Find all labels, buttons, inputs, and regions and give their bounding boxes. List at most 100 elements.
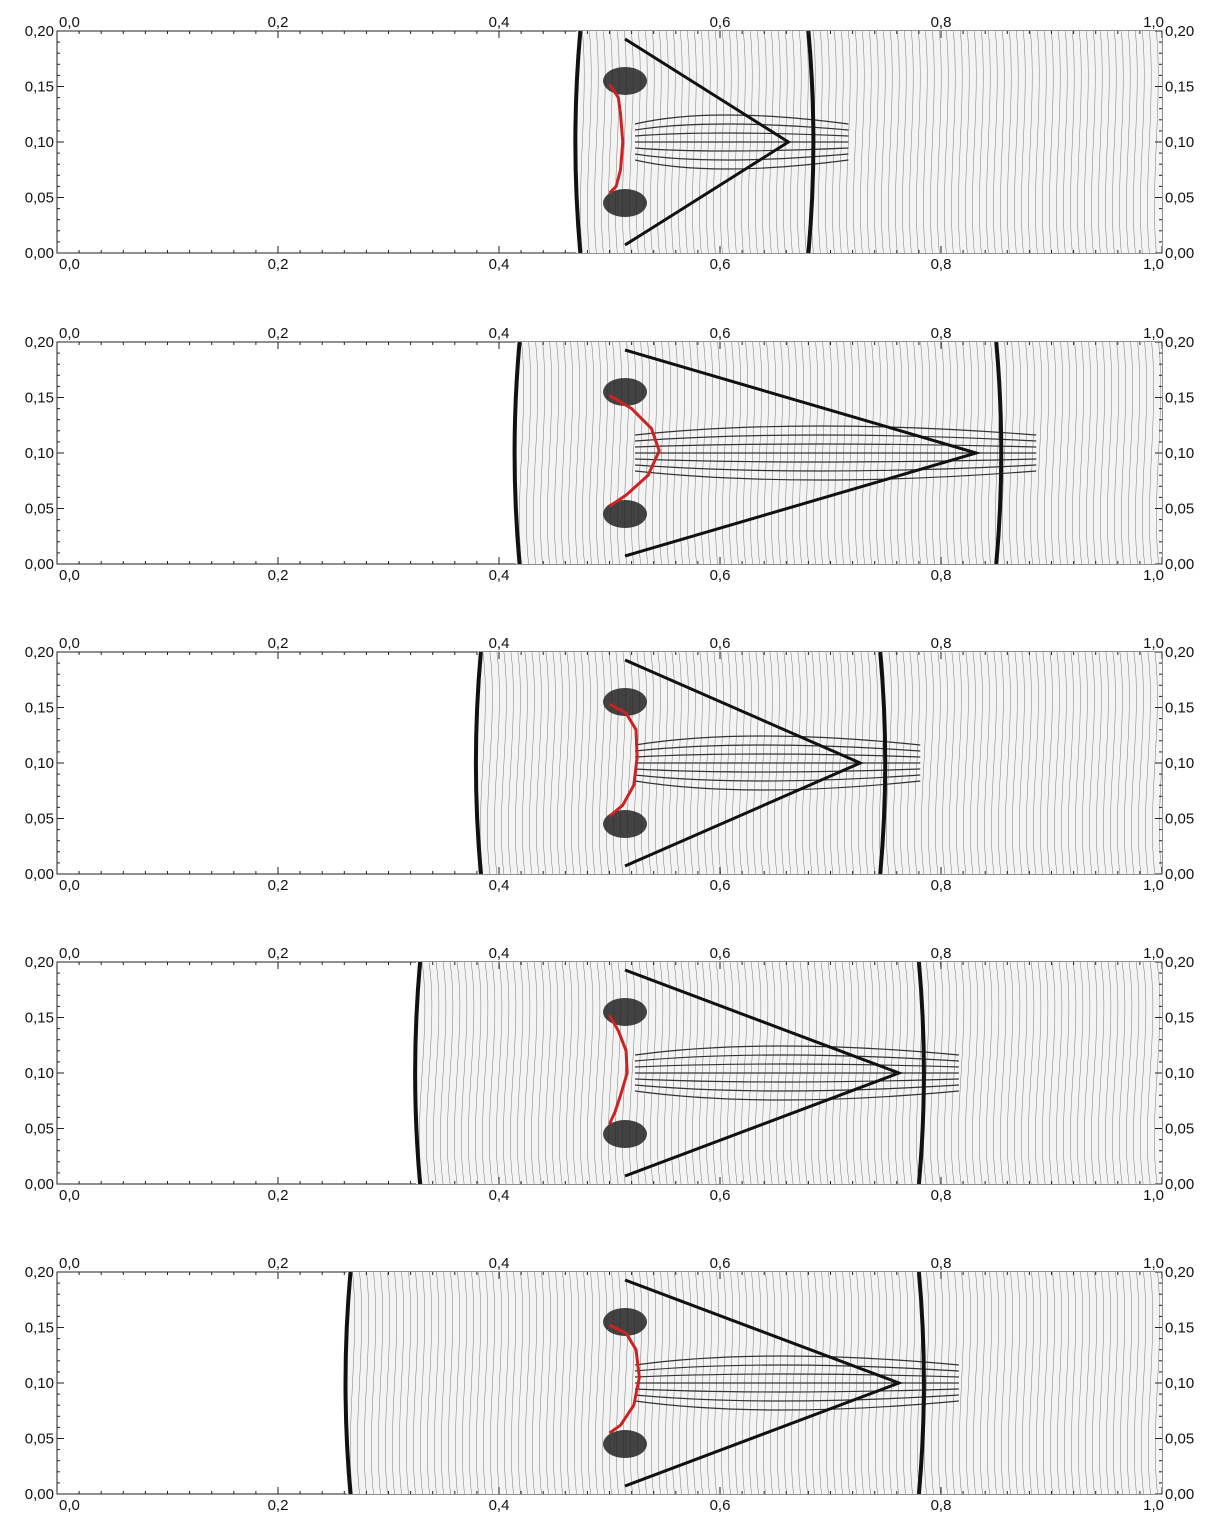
left-shock-front <box>343 1272 353 1494</box>
contour-line <box>622 31 627 253</box>
y-tick-label-right: 0,05 <box>1165 501 1194 518</box>
x-tick-label-top: 0,2 <box>268 635 289 652</box>
y-tick-label-left: 0,05 <box>25 1121 54 1138</box>
contour-line <box>406 1272 411 1494</box>
y-tick-label-left: 0,10 <box>25 1375 54 1392</box>
contour-line <box>949 652 955 874</box>
contour-line <box>1071 1272 1076 1494</box>
contour-line <box>585 652 591 874</box>
contour-line <box>1043 1272 1048 1494</box>
left-shock-front <box>512 342 522 564</box>
contour-line <box>1072 342 1077 564</box>
wake-line <box>634 1394 959 1402</box>
contour-line <box>515 652 521 874</box>
contour-line <box>881 31 886 253</box>
contour-line <box>511 1272 516 1494</box>
reflected-shock <box>624 348 982 558</box>
wake-line <box>634 470 1037 481</box>
x-tick-label-top: 0,0 <box>59 945 80 962</box>
contour-line <box>1022 1272 1027 1494</box>
contour-line <box>557 652 563 874</box>
y-tick-label-right: 0,00 <box>1165 866 1194 883</box>
interface-line <box>608 702 639 818</box>
axis-ticks <box>56 341 1163 565</box>
contour-line <box>364 1272 369 1494</box>
wake-line <box>634 780 921 791</box>
contour-line <box>571 652 577 874</box>
vortex-top <box>603 997 648 1026</box>
contour-line <box>448 1272 453 1494</box>
vortex-top <box>603 377 648 406</box>
x-tick-label-bottom: 0,2 <box>268 256 289 273</box>
contour-line <box>1128 342 1133 564</box>
contour-line <box>582 342 587 564</box>
contour-line <box>1134 1272 1139 1494</box>
contour-line <box>564 652 570 874</box>
x-tick-label-bottom: 0,0 <box>59 567 80 584</box>
contour-line <box>462 1272 467 1494</box>
contour-line <box>888 31 893 253</box>
y-tick-label-left: 0,15 <box>25 700 54 717</box>
x-tick-label-bottom: 0,0 <box>59 256 80 273</box>
vortex-bottom <box>603 1430 648 1459</box>
y-tick-label-left: 0,15 <box>25 1320 54 1337</box>
contour-line <box>973 1272 978 1494</box>
contour-line <box>979 962 986 1184</box>
wake-line <box>634 1084 959 1092</box>
contour-line <box>595 1272 600 1494</box>
contour-line <box>1068 652 1074 874</box>
contour-line <box>853 31 858 253</box>
contour-line <box>531 962 538 1184</box>
contour-line <box>937 31 942 253</box>
contour-line <box>1042 962 1049 1184</box>
contour-line <box>1000 31 1005 253</box>
contour-line <box>1026 652 1032 874</box>
wake-line <box>634 123 849 131</box>
x-tick-label-top: 0,8 <box>931 635 952 652</box>
contour-line <box>1133 962 1140 1184</box>
contour-line <box>1084 962 1091 1184</box>
contour-line <box>487 652 493 874</box>
right-shock-front <box>806 31 816 253</box>
y-tick-label-left: 0,05 <box>25 501 54 518</box>
contour-line <box>942 652 948 874</box>
contour-line <box>1098 31 1103 253</box>
y-tick-label-right: 0,00 <box>1165 245 1194 262</box>
contour-line <box>1050 1272 1055 1494</box>
contour-line <box>1014 31 1019 253</box>
x-tick-label-bottom: 1,0 <box>1143 877 1164 894</box>
contour-line <box>518 1272 523 1494</box>
wake-line <box>634 1364 959 1372</box>
contour-line <box>461 962 468 1184</box>
contour-line <box>532 1272 537 1494</box>
contour-line <box>519 342 524 564</box>
x-tick-label-bottom: 1,0 <box>1143 567 1164 584</box>
y-tick-label-right: 0,00 <box>1165 556 1194 573</box>
contour-line <box>630 1272 635 1494</box>
contour-line <box>378 1272 383 1494</box>
contour-line <box>560 1272 565 1494</box>
y-tick-label-left: 0,20 <box>25 334 54 351</box>
contour-line <box>1021 31 1026 253</box>
contour-line <box>1051 342 1056 564</box>
contour-line <box>392 1272 397 1494</box>
contour-line <box>923 31 928 253</box>
x-tick-label-top: 0,0 <box>59 1255 80 1272</box>
wake-line <box>634 744 921 752</box>
x-tick-label-bottom: 0,4 <box>489 567 510 584</box>
contour-line <box>1110 652 1116 874</box>
x-tick-label-top: 0,6 <box>710 325 731 342</box>
contour-line <box>608 962 615 1184</box>
contour-line <box>1082 652 1088 874</box>
wake-line <box>634 153 849 161</box>
x-tick-label-bottom: 1,0 <box>1143 1187 1164 1204</box>
contour-line <box>1117 652 1123 874</box>
contour-line <box>596 342 601 564</box>
contour-line <box>986 31 991 253</box>
left-shock-front <box>413 962 423 1184</box>
x-tick-label-bottom: 0,6 <box>710 877 731 894</box>
x-tick-label-bottom: 0,8 <box>931 567 952 584</box>
contour-line <box>1142 342 1147 564</box>
interface-line <box>608 83 625 195</box>
